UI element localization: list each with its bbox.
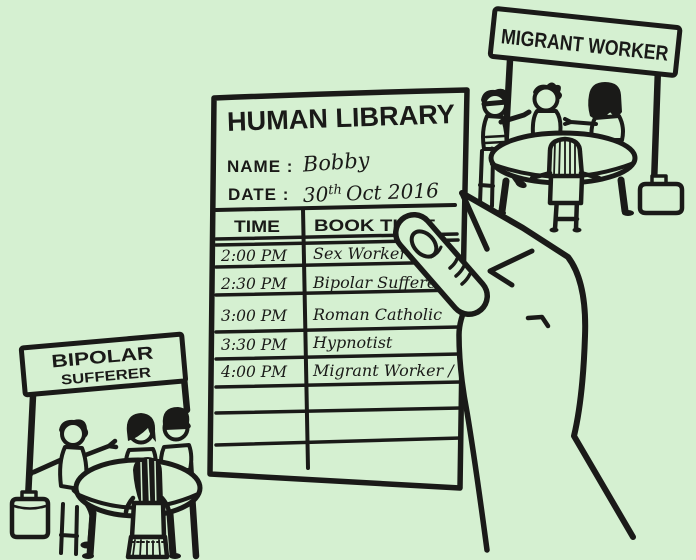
person-girl-back: [123, 457, 172, 560]
reaching-arm: [563, 117, 598, 126]
bipolar-banner-line2: SUFFERER: [60, 364, 151, 388]
arms: [123, 495, 172, 515]
shoe: [515, 179, 527, 189]
base-rim: [12, 504, 48, 510]
hand-fill: [459, 193, 640, 560]
table-leg: [498, 177, 510, 215]
hand-inner-edge-lower: [456, 299, 490, 553]
migrant-worker-scene: MIGRANT WORKER: [478, 6, 685, 233]
table-leg: [86, 509, 97, 559]
row-title: Sex Worker: [313, 244, 408, 263]
stool: [59, 502, 79, 556]
hair-strands: [553, 138, 576, 180]
banner-post-right: [650, 64, 662, 188]
skirt-stripes: [132, 539, 161, 557]
bipolar-sufferer-scene: BIPOLAR SUFFERER: [9, 331, 203, 560]
row-time: 2:00 PM: [220, 247, 288, 265]
head: [532, 85, 560, 113]
head: [60, 421, 86, 447]
bipolar-banner-board: [18, 331, 189, 398]
shirt-stripes: [483, 134, 506, 145]
arms: [529, 170, 602, 181]
thumb-wrinkles: [448, 257, 472, 286]
post-weight-base: [9, 496, 51, 540]
arm-left: [31, 456, 66, 475]
column-divider: [301, 207, 310, 470]
torso: [129, 500, 167, 540]
arm-right: [80, 438, 119, 459]
hand: [28, 470, 34, 476]
palm-crease: [525, 314, 551, 329]
thumb: [393, 212, 490, 317]
table-leg: [166, 510, 177, 559]
date-value: 30th Oct 2016: [303, 178, 440, 207]
card-outline: [207, 87, 470, 491]
row-title: Hypnotist: [312, 333, 393, 352]
hand-inner-edge-upper: [459, 190, 490, 252]
migrant-banner-board: [487, 6, 683, 78]
row-time: 3:00 PM: [221, 307, 288, 325]
row-line: [214, 325, 461, 334]
schedule-card: HUMAN LIBRARY NAME : Bobby DATE : 30th Oc…: [207, 87, 470, 491]
bipolar-banner: BIPOLAR SUFFERER: [18, 331, 189, 398]
table-leg: [617, 176, 629, 215]
row-title: Bipolar Suffere: [312, 273, 436, 292]
hair: [162, 407, 191, 430]
table-foot: [169, 553, 181, 559]
name-value: Bobby: [301, 148, 371, 177]
column-header-time: TIME: [234, 218, 280, 236]
person-pointing: [478, 88, 532, 208]
person-boy: [158, 407, 194, 472]
hand-outer-edge: [459, 190, 636, 540]
row-title: Migrant Worker /: [312, 361, 455, 380]
row-time: 4:00 PM: [220, 363, 288, 381]
schedule-rows: 2:00 PM Sex Worker 2:30 PM Bipolar Suffe…: [220, 244, 455, 381]
row-line: [214, 406, 463, 415]
pointing-arm: [498, 109, 532, 125]
row-title: Roman Catholic: [312, 305, 442, 324]
row-line: [214, 436, 463, 447]
migrant-banner: MIGRANT WORKER: [487, 6, 683, 78]
person-girl-back: [529, 136, 602, 233]
row-line: [214, 288, 461, 297]
post-weight-base: [637, 181, 685, 216]
hair: [588, 82, 622, 120]
table-foot: [82, 553, 94, 559]
row-time: 3:30 PM: [221, 336, 288, 354]
date-label: DATE :: [228, 185, 289, 204]
row-line: [214, 380, 462, 389]
torso: [547, 173, 585, 206]
hair: [126, 413, 156, 442]
chair-foot: [572, 227, 582, 233]
name-label: NAME :: [227, 157, 293, 176]
person-woman: [563, 82, 625, 142]
separator-line: [214, 203, 457, 212]
table-foot: [622, 210, 634, 216]
row-time: 2:30 PM: [220, 275, 288, 293]
banner-post-left: [24, 392, 37, 503]
holding-hand: [393, 190, 640, 560]
row-line: [214, 352, 462, 361]
chair-foot: [549, 227, 559, 233]
nail-base-crease: [429, 245, 443, 259]
glasses: [481, 99, 510, 107]
knuckle-crease: [487, 248, 535, 288]
